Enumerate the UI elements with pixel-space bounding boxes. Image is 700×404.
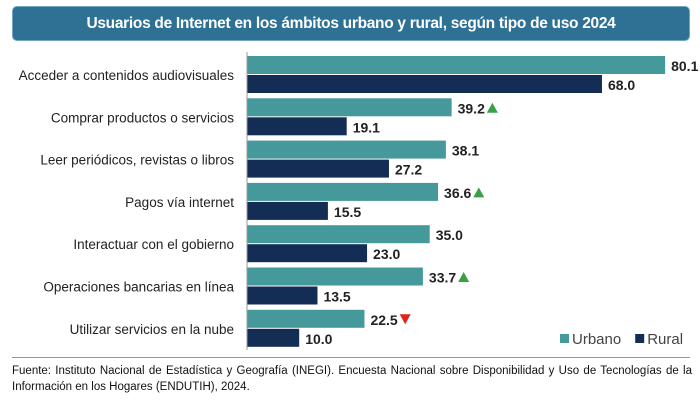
category-label: Comprar productos o servicios (51, 110, 234, 125)
divider (12, 357, 690, 358)
data-label: 35.0 (436, 227, 463, 243)
bar-rural (247, 75, 602, 93)
legend-swatch-rural (635, 334, 645, 343)
data-label: 23.0 (373, 246, 400, 262)
bar-urbano (247, 56, 666, 74)
bar-rural (247, 117, 347, 136)
decrease-triangle-icon (399, 314, 411, 325)
category-label: Utilizar servicios en la nube (70, 322, 234, 337)
bar-urbano (247, 267, 423, 286)
legend-swatch-urbano (560, 334, 569, 343)
category-label: Acceder a contenidos audiovisuales (19, 68, 235, 83)
data-label: 27.2 (395, 162, 422, 178)
data-label: 15.5 (334, 204, 361, 220)
bar-chart: Acceder a contenidos audiovisuales 80.1 68… (19, 52, 699, 350)
footnote: Fuente: Instituto Nacional de Estadístic… (12, 365, 692, 393)
bar-urbano (247, 182, 439, 201)
data-label: 19.1 (353, 119, 380, 135)
category-label: Operaciones bancarias en línea (43, 280, 234, 295)
data-label: 39.2 (458, 100, 485, 116)
legend-label: Urbano (572, 331, 621, 348)
category-label: Leer periódicos, revistas o libros (40, 153, 234, 168)
data-label: 22.5 (370, 312, 397, 328)
legend-label: Rural (647, 331, 683, 348)
data-label: 36.6 (444, 185, 471, 201)
bar-rural (247, 328, 300, 347)
data-label: 80.1 (671, 58, 698, 74)
bar-rural (247, 159, 389, 178)
bar-urbano (247, 225, 430, 244)
bar-urbano (247, 309, 365, 328)
bar-urbano (247, 140, 446, 159)
data-label: 10.0 (305, 331, 332, 347)
category-label: Pagos vía internet (125, 195, 234, 210)
bar-rural (247, 201, 328, 220)
bar-urbano (247, 98, 452, 117)
category-label: Interactuar con el gobierno (73, 237, 234, 252)
bar-rural (247, 286, 318, 305)
increase-triangle-icon (458, 272, 470, 282)
data-label: 33.7 (429, 270, 456, 286)
data-label: 68.0 (608, 77, 635, 93)
increase-triangle-icon (486, 102, 498, 113)
increase-triangle-icon (473, 187, 485, 198)
data-label: 38.1 (452, 143, 479, 159)
bar-rural (247, 244, 368, 263)
data-label: 13.5 (323, 289, 350, 305)
chart-title: Usuarios de Internet en los ámbitos urba… (12, 6, 690, 41)
